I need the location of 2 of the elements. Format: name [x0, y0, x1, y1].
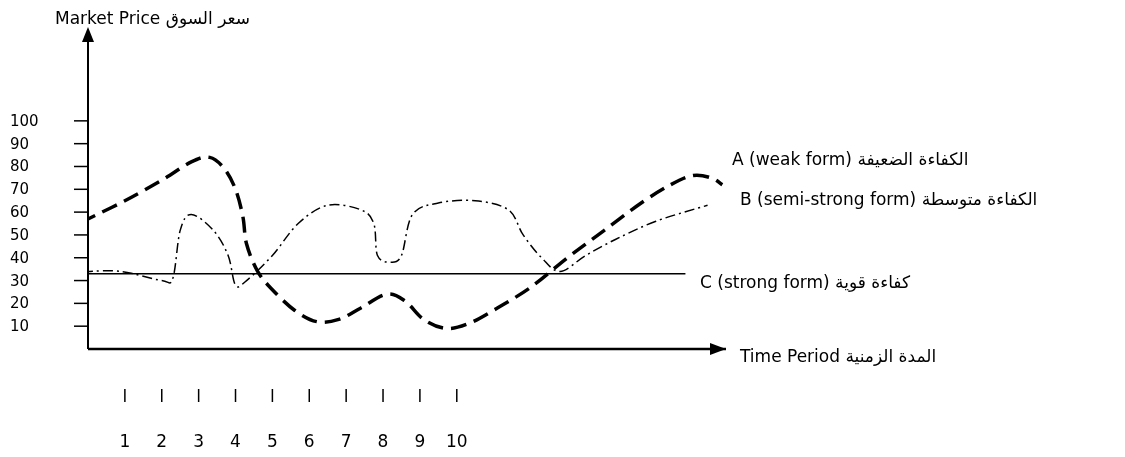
xlabel: Time Period المدة الزمنية — [740, 346, 937, 366]
ylabel: Market Price سعر السوق — [55, 8, 250, 28]
